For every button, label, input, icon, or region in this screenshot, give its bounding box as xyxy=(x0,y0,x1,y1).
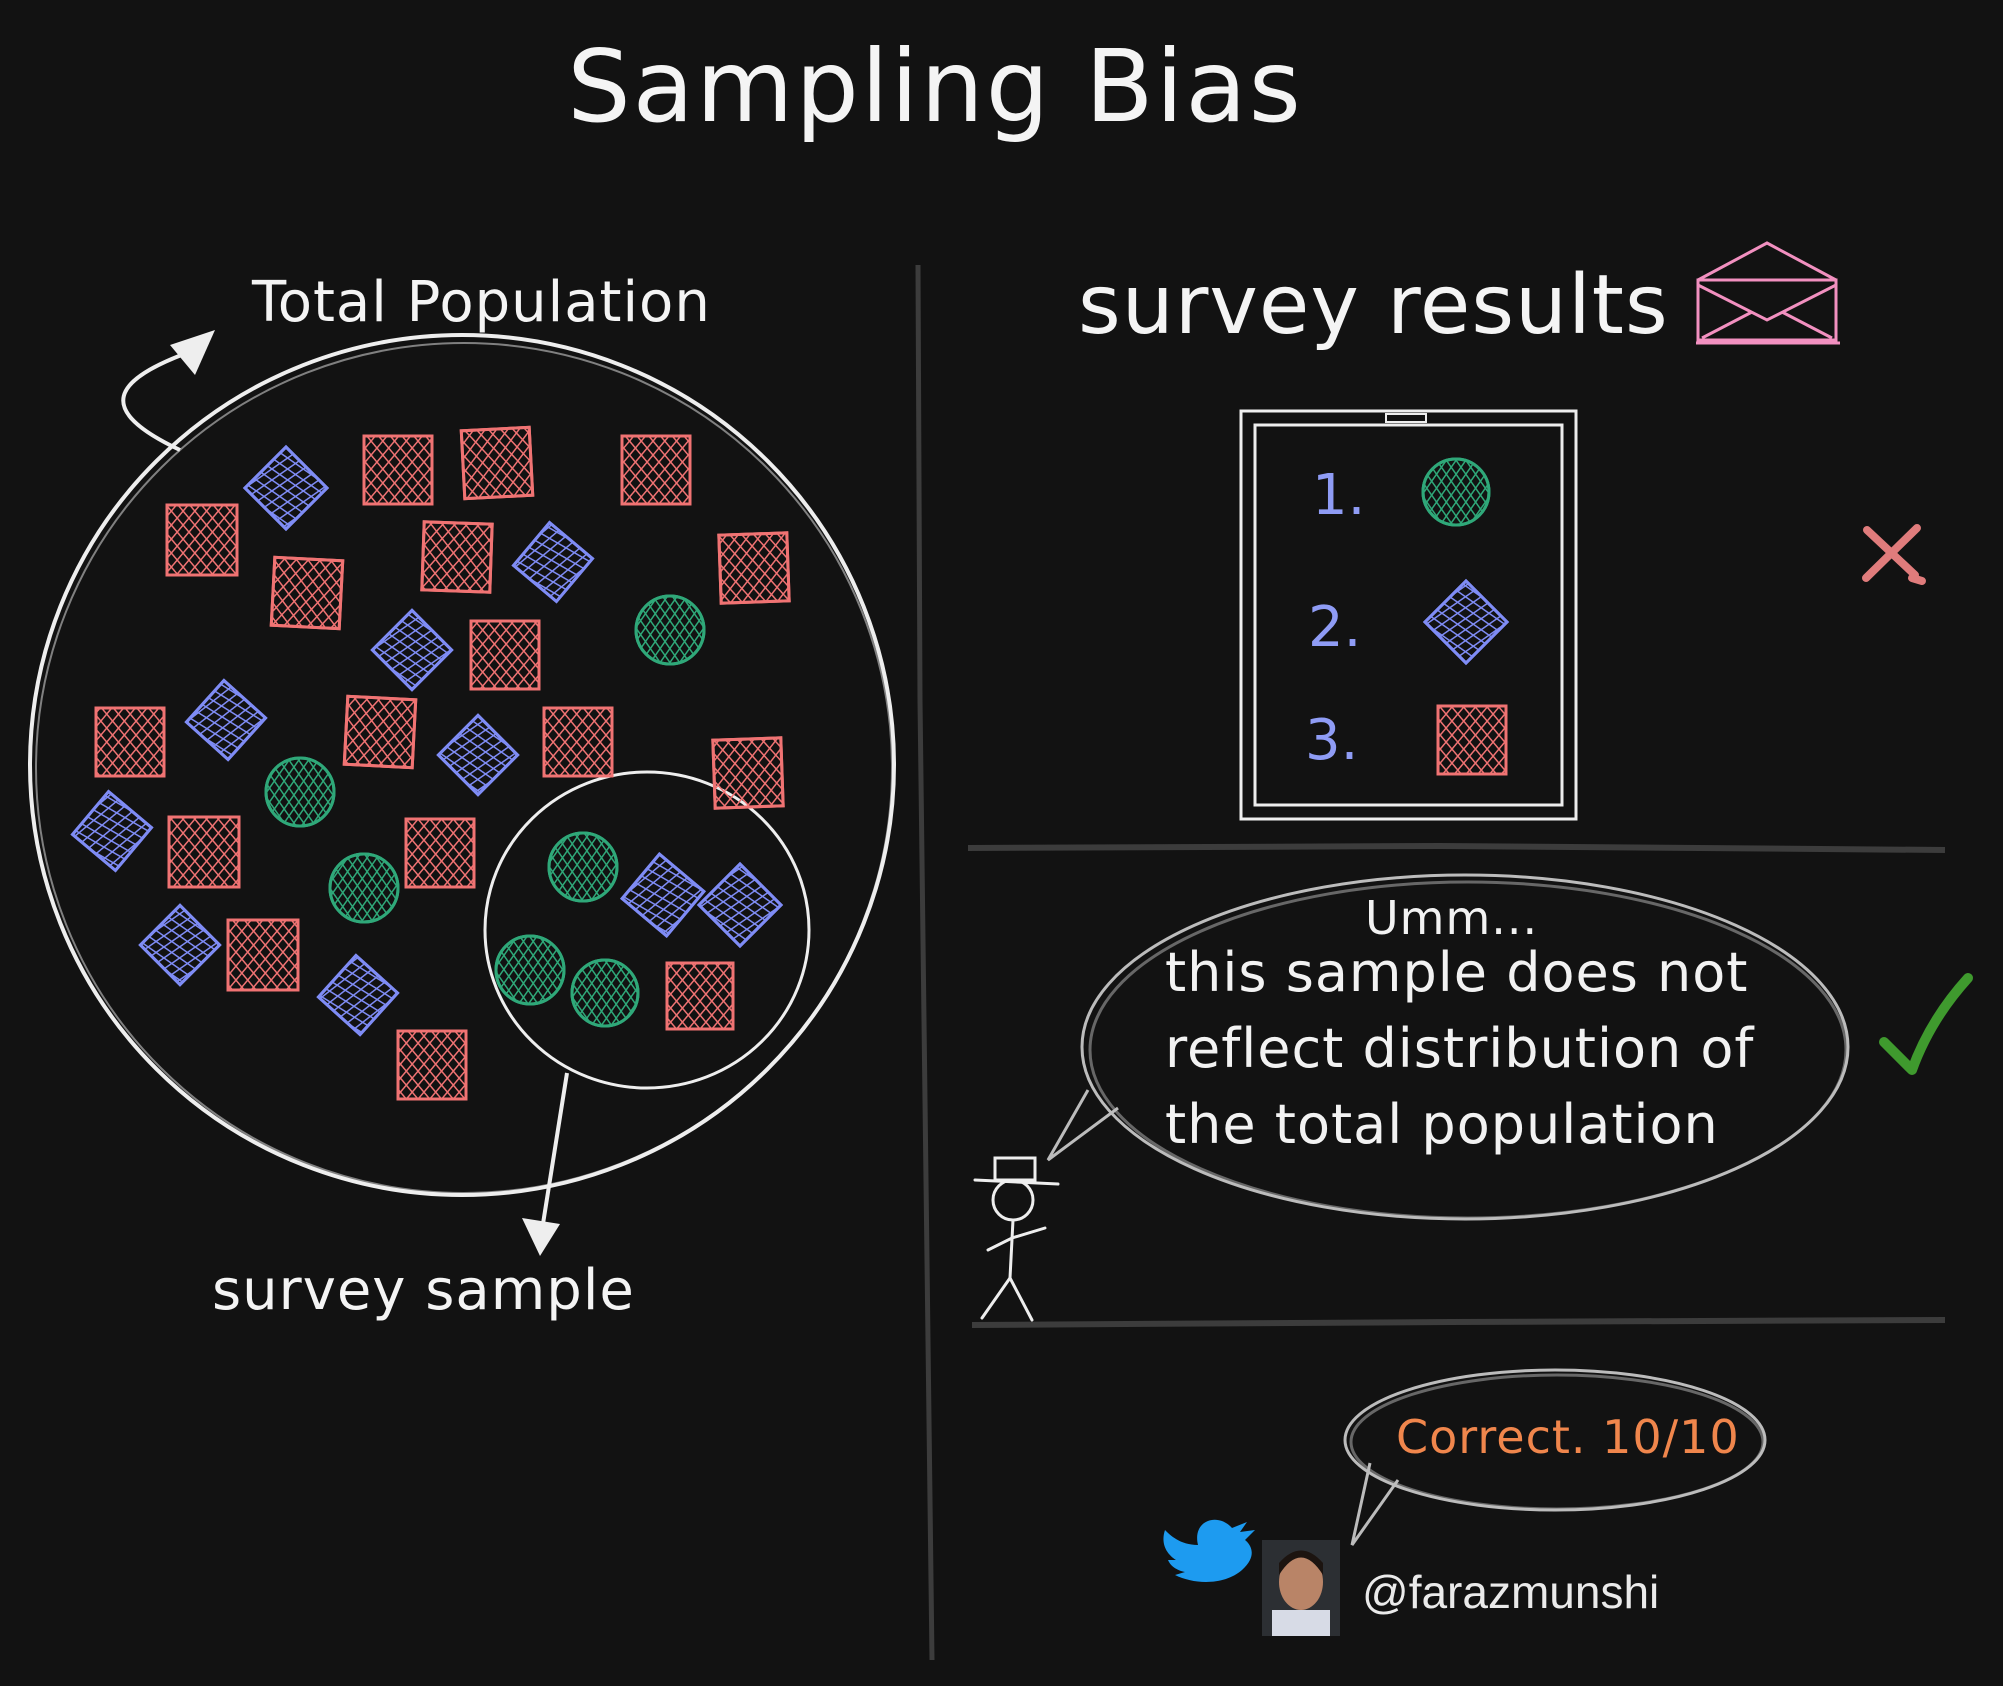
red-square xyxy=(711,736,785,810)
blue-diamond xyxy=(70,789,154,873)
red-square xyxy=(665,961,735,1031)
results-label: survey results xyxy=(1078,258,1669,353)
sample-label: survey sample xyxy=(212,1258,635,1323)
green-circle xyxy=(1421,457,1491,527)
population-circle xyxy=(28,333,896,1197)
population-label: Total Population xyxy=(252,270,711,335)
blue-diamond xyxy=(436,713,520,797)
population-arrow xyxy=(121,348,196,452)
red-square xyxy=(226,918,300,992)
sample-arrowhead xyxy=(522,1218,560,1256)
vertical-divider xyxy=(915,264,935,1661)
horizontal-divider-bottom xyxy=(971,1317,1946,1328)
blue-diamond xyxy=(1422,578,1510,666)
red-square xyxy=(420,520,494,594)
reply-bubble xyxy=(1343,1368,1767,1546)
red-square xyxy=(620,434,692,506)
speech-bubble xyxy=(1046,873,1850,1221)
rank-2: 2. xyxy=(1308,595,1362,660)
red-square xyxy=(396,1029,468,1101)
red-square xyxy=(469,619,541,691)
red-square xyxy=(362,434,434,506)
speech-line-2: this sample does not xyxy=(1165,941,1749,1004)
red-square xyxy=(1436,704,1508,776)
author-handle: @farazmunshi xyxy=(1362,1566,1660,1618)
green-circle xyxy=(328,852,400,924)
red-square xyxy=(342,694,418,770)
cross-icon xyxy=(1862,524,1926,585)
green-circle xyxy=(264,756,336,828)
red-square xyxy=(94,706,166,778)
avatar xyxy=(1262,1540,1340,1636)
reply-text: Correct. 10/10 xyxy=(1396,1410,1740,1464)
clipboard-inner xyxy=(1253,423,1564,807)
population-arrowhead xyxy=(170,330,215,375)
blue-diamond xyxy=(138,903,222,987)
red-square xyxy=(459,425,535,501)
blue-diamond xyxy=(184,678,268,762)
page-title: Sampling Bias xyxy=(567,28,1303,145)
population-circle-echo xyxy=(35,342,893,1194)
red-square xyxy=(269,555,345,631)
rank-1: 1. xyxy=(1312,463,1366,528)
red-square xyxy=(167,815,241,889)
blue-diamond xyxy=(316,953,400,1037)
sample-circle xyxy=(483,770,811,1090)
blue-diamond xyxy=(696,861,784,949)
blue-diamond xyxy=(511,520,595,604)
green-circle xyxy=(634,594,706,666)
blue-diamond xyxy=(620,852,706,938)
blue-diamond xyxy=(242,444,330,532)
green-circle xyxy=(494,934,566,1006)
speech-line-1: Umm... xyxy=(1365,891,1539,945)
red-square xyxy=(165,503,239,577)
red-square xyxy=(717,531,791,605)
speech-line-4: the total population xyxy=(1165,1093,1719,1156)
red-square xyxy=(404,817,476,889)
clipboard-outer xyxy=(1239,409,1578,821)
green-circle xyxy=(570,958,640,1028)
rank-3: 3. xyxy=(1305,708,1359,773)
sample-arrow xyxy=(540,1072,569,1231)
check-icon xyxy=(1879,973,1973,1075)
red-square xyxy=(542,706,614,778)
clipboard-clip xyxy=(1385,413,1427,423)
envelope-icon xyxy=(1696,241,1840,345)
speech-line-3: reflect distribution of xyxy=(1165,1017,1755,1080)
blue-diamond xyxy=(370,608,454,692)
stick-figure xyxy=(973,1156,1060,1322)
twitter-bird-icon xyxy=(1163,1519,1255,1582)
horizontal-divider-top xyxy=(967,842,1946,853)
green-circle xyxy=(547,831,619,903)
